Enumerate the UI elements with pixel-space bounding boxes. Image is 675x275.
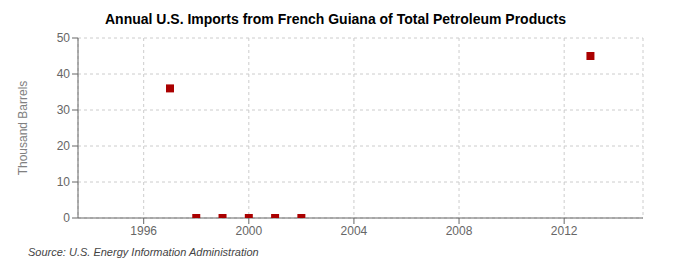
svg-text:1996: 1996 [130, 224, 157, 238]
svg-text:0: 0 [63, 211, 70, 225]
svg-text:20: 20 [57, 139, 71, 153]
html-text:Annual U.S. Imports from Frenc: Annual U.S. Imports from French Guiana o… [105, 11, 566, 27]
svg-text:30: 30 [57, 103, 71, 117]
html-text:Source: U.S. Energy Informatio: Source: U.S. Energy Information Administ… [28, 246, 259, 258]
svg-text:2004: 2004 [341, 224, 368, 238]
svg-text:40: 40 [57, 67, 71, 81]
svg-text:50: 50 [57, 31, 71, 45]
svg-text:Thousand Barrels: Thousand Barrels [16, 81, 30, 176]
svg-text:10: 10 [57, 175, 71, 189]
svg-text:2000: 2000 [235, 224, 262, 238]
svg-text:2012: 2012 [551, 224, 578, 238]
svg-text:2008: 2008 [446, 224, 473, 238]
